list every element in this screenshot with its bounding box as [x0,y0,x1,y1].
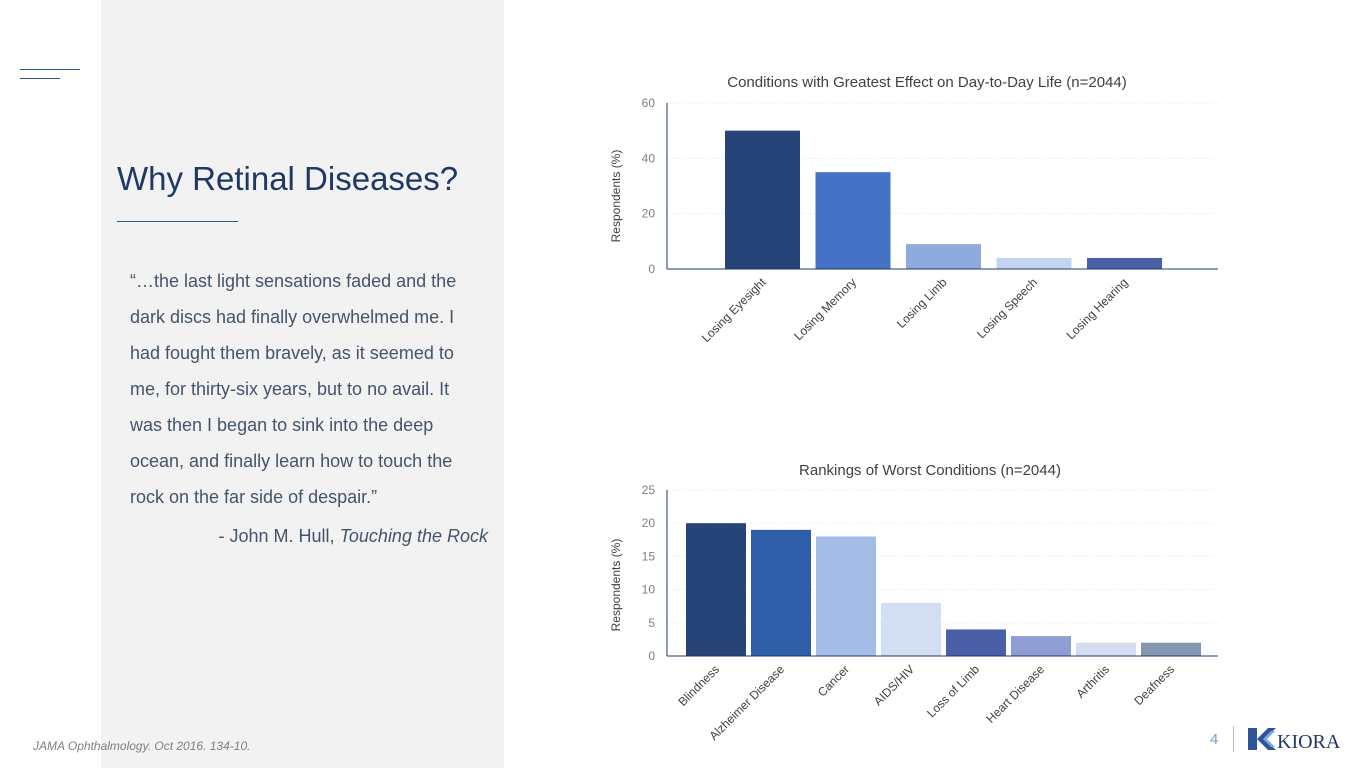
y-tick-label: 15 [642,549,656,563]
quote-line: “…the last light sensations faded and th… [130,271,457,291]
logo-text: KIORA [1277,731,1341,753]
y-tick-label: 0 [648,262,655,276]
kiora-logo: KIORA [1248,728,1341,753]
attribution-work: Touching the Rock [339,526,488,546]
quote-attribution: - John M. Hull, Touching the Rock [130,526,488,547]
y-tick-label: 40 [642,151,656,165]
source-citation: JAMA Ophthalmology. Oct 2016. 134-10. [33,739,251,753]
x-category-label: Arthritis [1073,662,1112,701]
logo-mark-inner [1263,731,1275,747]
page-number: 4 [1210,731,1219,748]
bar [1141,642,1201,656]
chart-title: Conditions with Greatest Effect on Day-t… [727,74,1127,91]
bar [906,244,981,269]
x-category-label: Deafness [1131,662,1177,708]
bar [996,257,1072,269]
y-tick-label: 25 [642,483,656,497]
y-tick-label: 5 [648,616,655,630]
y-tick-label: 0 [648,649,655,663]
decorative-line-bottom [20,78,60,79]
slide-title: Why Retinal Diseases? [117,160,459,197]
quote-line: dark discs had finally overwhelmed me. I [130,307,455,327]
x-category-label: Cancer [815,662,852,699]
chart-title: Rankings of Worst Conditions (n=2044) [799,462,1061,479]
bar [725,130,800,269]
bar [815,172,891,269]
bar [816,536,876,656]
logo-mark-chevron [1257,728,1276,750]
decorative-line-top [20,69,80,70]
bar [946,629,1006,656]
quote-block: “…the last light sensations faded and th… [130,263,492,515]
quote-line: was then I began to sink into the deep [130,415,434,435]
y-tick-label: 20 [642,207,656,221]
quote-line: me, for thirty-six years, but to no avai… [130,379,450,399]
x-category-label: Heart Disease [983,662,1047,726]
y-axis-title: Respondents (%) [609,150,623,243]
bar [1011,636,1071,656]
bar [686,523,746,656]
y-tick-label: 60 [642,96,656,110]
bar [1076,642,1136,656]
quote-line: rock on the far side of despair.” [130,487,378,507]
x-category-label: Loss of Limb [924,662,982,720]
left-panel [101,0,504,768]
bar [1087,257,1162,269]
bar [881,602,941,656]
x-category-label: AIDS/HIV [871,662,917,708]
quote-line: had fought them bravely, as it seemed to [130,343,454,363]
y-tick-label: 20 [642,516,656,530]
bar [751,529,811,656]
x-category-label: Blindness [675,662,722,709]
quote-line: ocean, and finally learn how to touch th… [130,451,453,471]
logo-mark-left [1248,728,1257,750]
y-tick-label: 10 [642,583,656,597]
footer-divider [1233,726,1234,752]
attribution-author: - John M. Hull, [218,526,340,546]
y-axis-title: Respondents (%) [609,539,623,632]
title-underline [117,221,238,222]
